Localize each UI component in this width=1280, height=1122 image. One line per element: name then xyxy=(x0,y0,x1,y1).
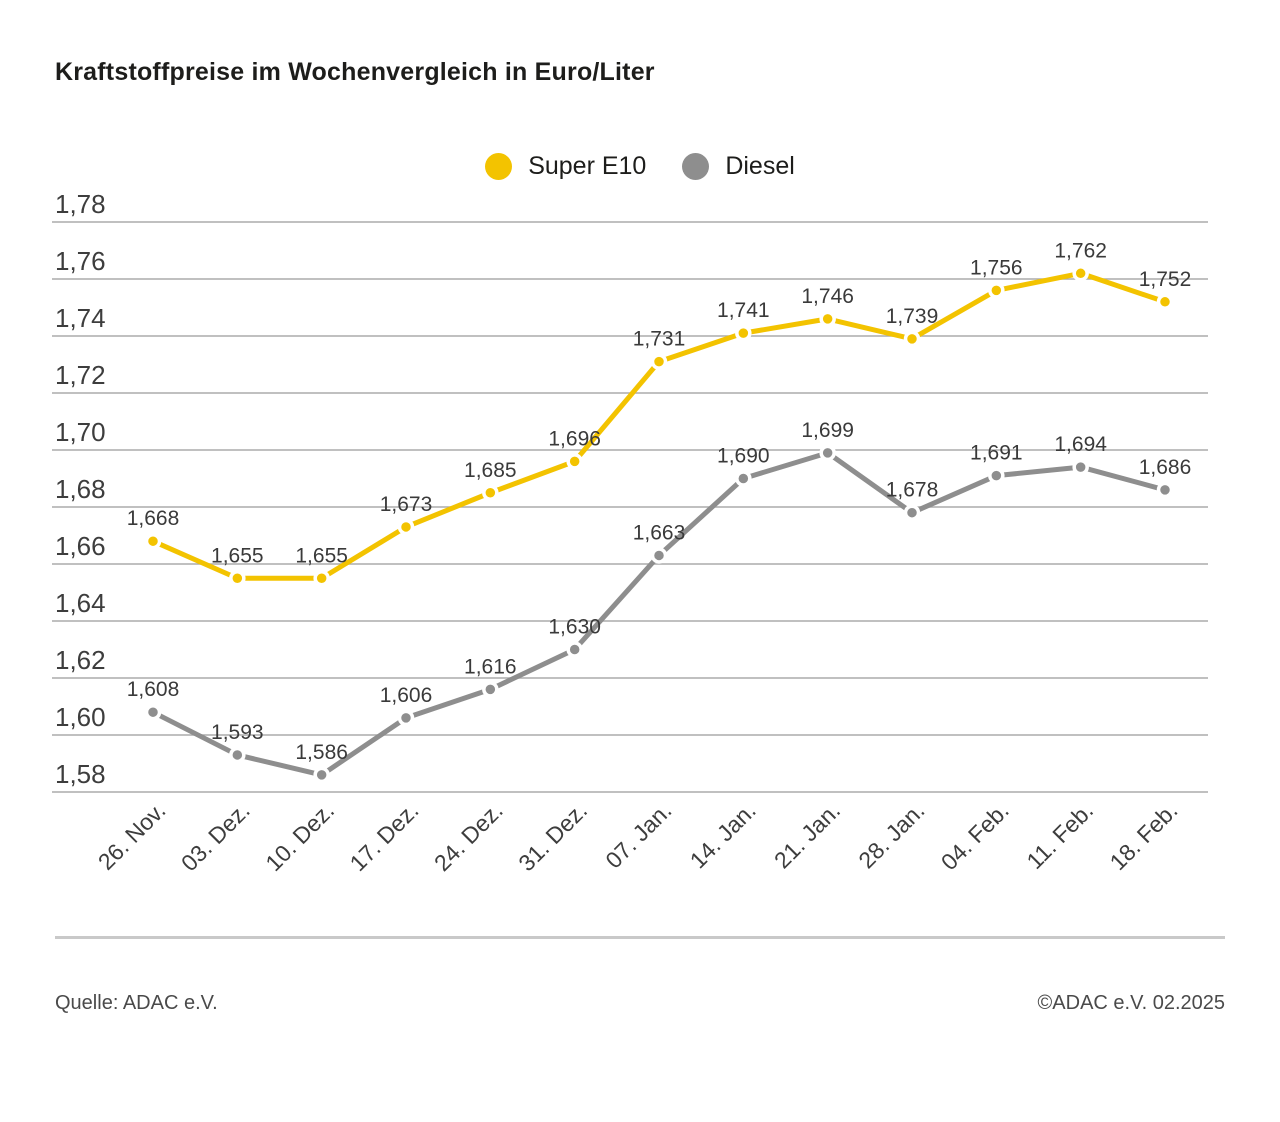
data-point-label-diesel: 1,616 xyxy=(464,655,517,678)
data-point-diesel xyxy=(397,709,415,727)
data-point-label-diesel: 1,606 xyxy=(380,684,433,707)
legend: Super E10 Diesel xyxy=(0,152,1280,181)
x-axis-tick-label: 31. Dez. xyxy=(513,797,592,876)
legend-swatch-super-e10 xyxy=(485,153,513,180)
data-point-label-diesel: 1,630 xyxy=(548,616,601,639)
line-chart: 1,78 1,76 1,74 1,72 1,70 1,68 1,66 1,64 1,62 1,60… xyxy=(52,190,1208,876)
x-axis-tick-label: 26. Nov. xyxy=(93,797,171,875)
data-point-label-super-e10: 1,696 xyxy=(548,427,601,450)
data-point-diesel xyxy=(735,470,752,487)
data-point-super-e10 xyxy=(1072,265,1089,282)
data-point-diesel xyxy=(566,641,583,658)
footer: Quelle: ADAC e.V. ©ADAC e.V. 02.2025 xyxy=(55,992,1225,1015)
data-point-label-diesel: 1,663 xyxy=(633,521,686,544)
y-axis-tick-label: 1,58 xyxy=(55,759,106,789)
legend-label-diesel: Diesel xyxy=(725,152,795,180)
data-point-super-e10 xyxy=(988,282,1005,299)
data-point-label-diesel: 1,690 xyxy=(717,445,770,468)
data-point-super-e10 xyxy=(313,570,330,587)
data-point-label-super-e10: 1,668 xyxy=(127,507,180,530)
y-axis-tick-label: 1,74 xyxy=(55,303,106,333)
x-axis-tick-label: 21. Jan. xyxy=(769,797,845,873)
y-axis-tick-label: 1,62 xyxy=(55,645,106,675)
y-axis-tick-label: 1,70 xyxy=(55,417,106,447)
x-axis-tick-label: 11. Feb. xyxy=(1021,797,1098,874)
data-point-label-super-e10: 1,731 xyxy=(633,328,686,351)
data-point-super-e10 xyxy=(650,353,668,370)
x-axis-tick-label: 17. Dez. xyxy=(345,797,424,876)
y-axis-tick-label: 1,72 xyxy=(55,360,106,390)
data-point-label-diesel: 1,699 xyxy=(801,419,854,442)
data-point-label-super-e10: 1,756 xyxy=(970,256,1023,279)
data-point-label-diesel: 1,608 xyxy=(127,678,180,701)
legend-swatch-diesel xyxy=(682,153,710,180)
data-point-diesel xyxy=(1156,481,1174,499)
series-line-diesel xyxy=(151,450,1166,778)
x-axis-tick-label: 18. Feb. xyxy=(1104,797,1182,875)
copyright-text: ©ADAC e.V. 02.2025 xyxy=(1037,992,1225,1014)
x-axis-tick-label: 10. Dez. xyxy=(260,797,339,876)
data-point-label-super-e10: 1,685 xyxy=(464,459,517,482)
x-axis-tick-label: 28. Jan. xyxy=(853,797,929,873)
x-axis-tick-label: 24. Dez. xyxy=(429,797,508,876)
data-point-label-super-e10: 1,739 xyxy=(886,305,939,328)
data-point-super-e10 xyxy=(144,532,162,550)
data-point-diesel xyxy=(988,467,1005,484)
data-point-super-e10 xyxy=(735,324,752,342)
data-point-super-e10 xyxy=(482,484,499,501)
data-point-diesel xyxy=(650,547,668,564)
data-point-diesel xyxy=(482,681,499,698)
data-point-label-super-e10: 1,655 xyxy=(295,544,348,567)
data-point-diesel xyxy=(903,504,921,521)
x-axis-tick-label: 03. Dez. xyxy=(176,797,255,876)
legend-item-diesel: Diesel xyxy=(682,152,795,181)
footer-divider xyxy=(55,936,1225,939)
data-point-label-diesel: 1,691 xyxy=(970,442,1023,465)
data-point-diesel xyxy=(229,746,246,764)
data-point-label-diesel: 1,678 xyxy=(886,479,939,502)
data-point-diesel xyxy=(144,703,162,721)
y-axis-tick-label: 1,68 xyxy=(55,474,106,504)
page-title: Kraftstoffpreise im Wochenvergleich in E… xyxy=(55,58,655,86)
legend-label-super-e10: Super E10 xyxy=(528,152,647,180)
data-point-label-diesel: 1,586 xyxy=(295,741,348,764)
y-axis-tick-label: 1,76 xyxy=(55,246,106,276)
y-axis-tick-label: 1,66 xyxy=(55,531,106,561)
y-axis-tick-label: 1,78 xyxy=(55,190,106,219)
x-axis-tick-label: 14. Jan. xyxy=(685,797,761,873)
data-point-label-diesel: 1,686 xyxy=(1139,456,1192,479)
data-point-diesel xyxy=(313,766,330,784)
source-text: Quelle: ADAC e.V. xyxy=(55,992,218,1014)
x-axis-tick-label: 07. Jan. xyxy=(600,797,676,873)
data-point-super-e10 xyxy=(229,570,246,587)
y-axis-tick-label: 1,60 xyxy=(55,702,106,732)
data-point-label-super-e10: 1,746 xyxy=(801,285,854,308)
data-point-label-super-e10: 1,741 xyxy=(717,299,770,322)
data-point-label-diesel: 1,593 xyxy=(211,721,264,744)
data-point-super-e10 xyxy=(819,310,836,328)
legend-item-super-e10: Super E10 xyxy=(485,152,646,181)
data-point-label-super-e10: 1,752 xyxy=(1139,268,1192,291)
data-point-label-super-e10: 1,655 xyxy=(211,544,264,567)
data-point-label-diesel: 1,694 xyxy=(1054,433,1107,456)
x-axis-tick-label: 04. Feb. xyxy=(936,797,1014,875)
data-point-diesel xyxy=(819,444,836,462)
data-point-super-e10 xyxy=(566,453,583,470)
data-point-label-super-e10: 1,762 xyxy=(1054,239,1107,262)
data-point-super-e10 xyxy=(903,330,921,348)
data-point-label-super-e10: 1,673 xyxy=(380,493,433,516)
y-axis-tick-label: 1,64 xyxy=(55,588,106,618)
data-point-super-e10 xyxy=(1156,293,1174,311)
data-point-super-e10 xyxy=(397,518,415,536)
data-point-diesel xyxy=(1072,458,1089,476)
